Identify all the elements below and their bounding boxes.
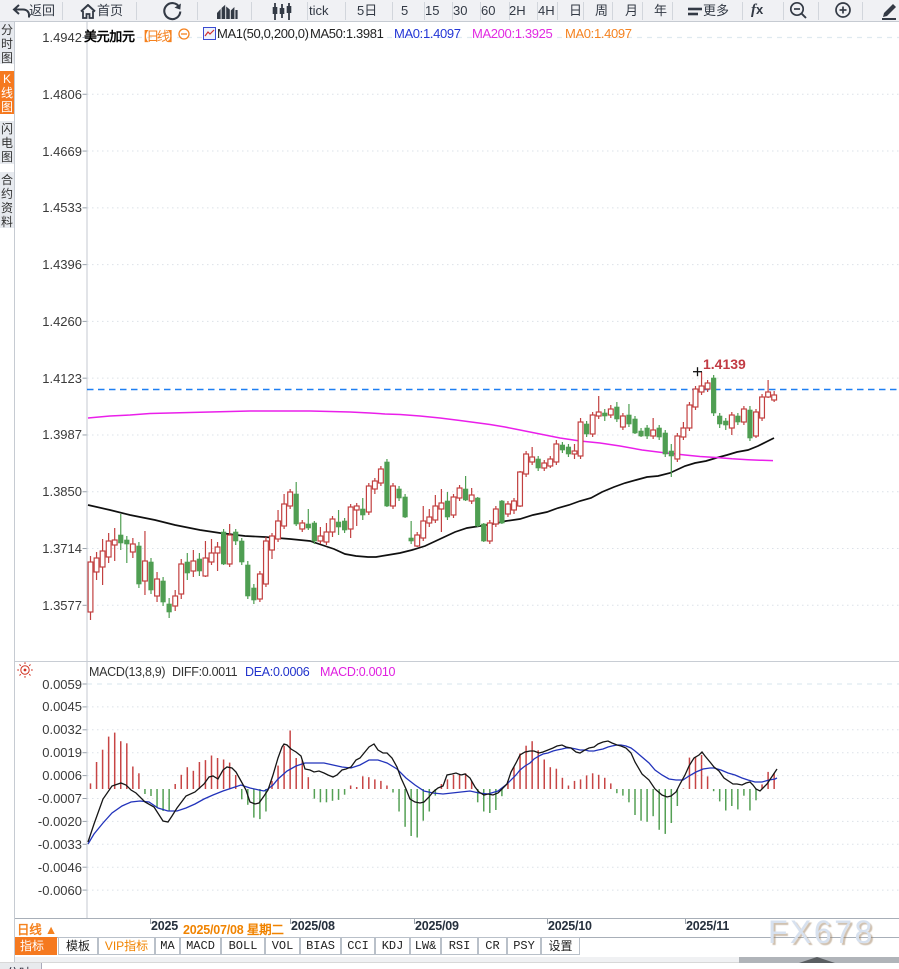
- svg-text:1.4139: 1.4139: [703, 356, 746, 372]
